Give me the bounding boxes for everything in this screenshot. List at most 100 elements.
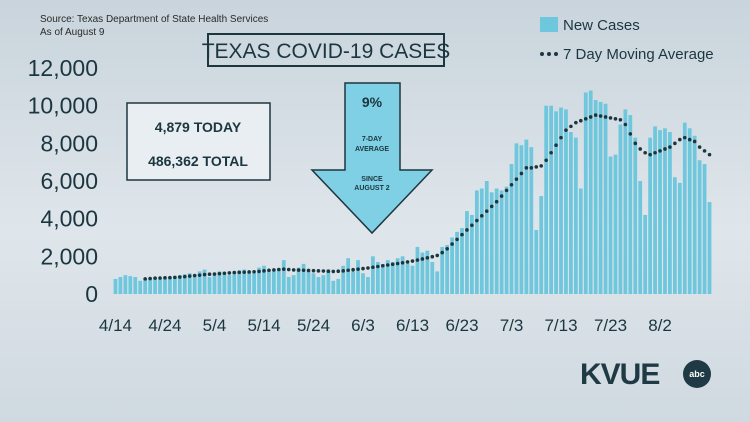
point-moving-average: [613, 117, 618, 121]
bar-new-cases: [267, 269, 271, 294]
down-arrow-icon: [310, 82, 434, 235]
point-moving-average: [653, 150, 657, 155]
bar-series-new-cases: [113, 90, 712, 295]
x-tick-label: 6/3: [351, 316, 375, 335]
point-moving-average: [697, 145, 702, 149]
bar-new-cases: [499, 190, 504, 294]
callout-percent: 9%: [362, 94, 383, 110]
bar-new-cases: [489, 192, 494, 294]
point-moving-average: [301, 268, 306, 273]
point-moving-average: [475, 218, 479, 223]
bar-new-cases: [128, 276, 133, 294]
point-moving-average: [163, 276, 167, 280]
bar-new-cases: [400, 256, 405, 294]
bar-new-cases: [603, 103, 608, 294]
point-moving-average: [509, 182, 514, 187]
bar-new-cases: [519, 145, 524, 294]
logo-badge: abc: [689, 369, 705, 379]
point-moving-average: [346, 268, 350, 273]
point-moving-average: [598, 114, 603, 118]
legend-swatch-new-cases: [540, 17, 558, 32]
x-tick-label: 6/13: [396, 316, 429, 335]
bar-new-cases: [668, 132, 672, 294]
bar-new-cases: [450, 237, 454, 294]
point-moving-average: [286, 267, 291, 272]
bar-new-cases: [534, 229, 539, 294]
bar-new-cases: [593, 100, 598, 295]
bar-new-cases: [435, 271, 440, 294]
x-tick-label: 4/14: [99, 316, 132, 335]
bar-new-cases: [182, 274, 187, 294]
logo-text: KVUE: [580, 358, 659, 391]
chart-title: TEXAS COVID-19 CASES: [202, 40, 451, 63]
bar-new-cases: [608, 156, 613, 294]
bar-new-cases: [276, 268, 281, 294]
point-moving-average: [430, 254, 435, 259]
point-moving-average: [648, 152, 652, 157]
bar-new-cases: [539, 196, 544, 294]
bar-new-cases: [390, 261, 395, 294]
bar-new-cases: [559, 107, 563, 294]
point-moving-average: [514, 177, 519, 181]
point-moving-average: [673, 141, 677, 146]
bar-new-cases: [504, 186, 509, 294]
bar-new-cases: [598, 101, 603, 295]
point-moving-average: [381, 263, 385, 268]
bar-new-cases: [301, 263, 306, 294]
point-moving-average: [682, 135, 687, 140]
bar-new-cases: [628, 115, 633, 294]
callout-line-4: AUGUST 2: [354, 185, 390, 192]
bar-new-cases: [613, 154, 618, 294]
point-moving-average: [588, 115, 593, 119]
point-moving-average: [484, 209, 489, 213]
point-moving-average: [361, 266, 365, 271]
point-moving-average: [425, 256, 430, 260]
bar-new-cases: [578, 188, 583, 294]
bar-new-cases: [252, 273, 256, 294]
point-moving-average: [311, 268, 316, 273]
bar-new-cases: [588, 90, 593, 294]
point-moving-average: [574, 120, 578, 125]
point-moving-average: [237, 270, 242, 275]
bar-new-cases: [445, 245, 450, 294]
point-moving-average: [435, 253, 440, 258]
bar-new-cases: [573, 137, 578, 294]
legend-swatch-moving-average: [540, 52, 558, 56]
x-tick-label: 6/23: [445, 316, 478, 335]
x-tick-label: 7/23: [594, 316, 627, 335]
point-moving-average: [376, 264, 380, 269]
point-moving-average: [217, 271, 222, 276]
point-moving-average: [207, 272, 212, 277]
legend: New Cases 7 Day Moving Average: [540, 17, 714, 63]
bar-new-cases: [514, 143, 519, 294]
bar-new-cases: [618, 124, 623, 294]
x-tick-label: 7/13: [544, 316, 577, 335]
bar-new-cases: [479, 188, 484, 294]
point-moving-average: [663, 147, 667, 151]
bar-new-cases: [682, 122, 687, 295]
point-moving-average: [232, 270, 237, 275]
point-moving-average: [192, 273, 197, 278]
bar-new-cases: [405, 263, 410, 294]
bar-new-cases: [158, 278, 162, 294]
point-moving-average: [277, 267, 281, 272]
bar-new-cases: [385, 260, 390, 294]
y-axis: 0 2,000 4,000 6,000 8,000 10,000 12,000: [28, 55, 98, 307]
bar-new-cases: [207, 277, 212, 294]
point-moving-average: [420, 257, 425, 261]
bar-new-cases: [554, 111, 558, 294]
bar-new-cases: [316, 277, 321, 294]
bar-new-cases: [663, 128, 667, 294]
y-tick-label: 4,000: [40, 206, 98, 232]
bar-new-cases: [371, 256, 375, 294]
point-moving-average: [366, 266, 370, 270]
point-moving-average: [534, 165, 539, 169]
point-moving-average: [222, 271, 227, 276]
bar-new-cases: [336, 278, 341, 294]
bar-new-cases: [356, 260, 360, 294]
point-moving-average: [351, 267, 355, 272]
bar-new-cases: [138, 280, 143, 294]
point-moving-average: [504, 188, 509, 193]
bar-new-cases: [326, 269, 331, 294]
bar-new-cases: [692, 135, 697, 294]
